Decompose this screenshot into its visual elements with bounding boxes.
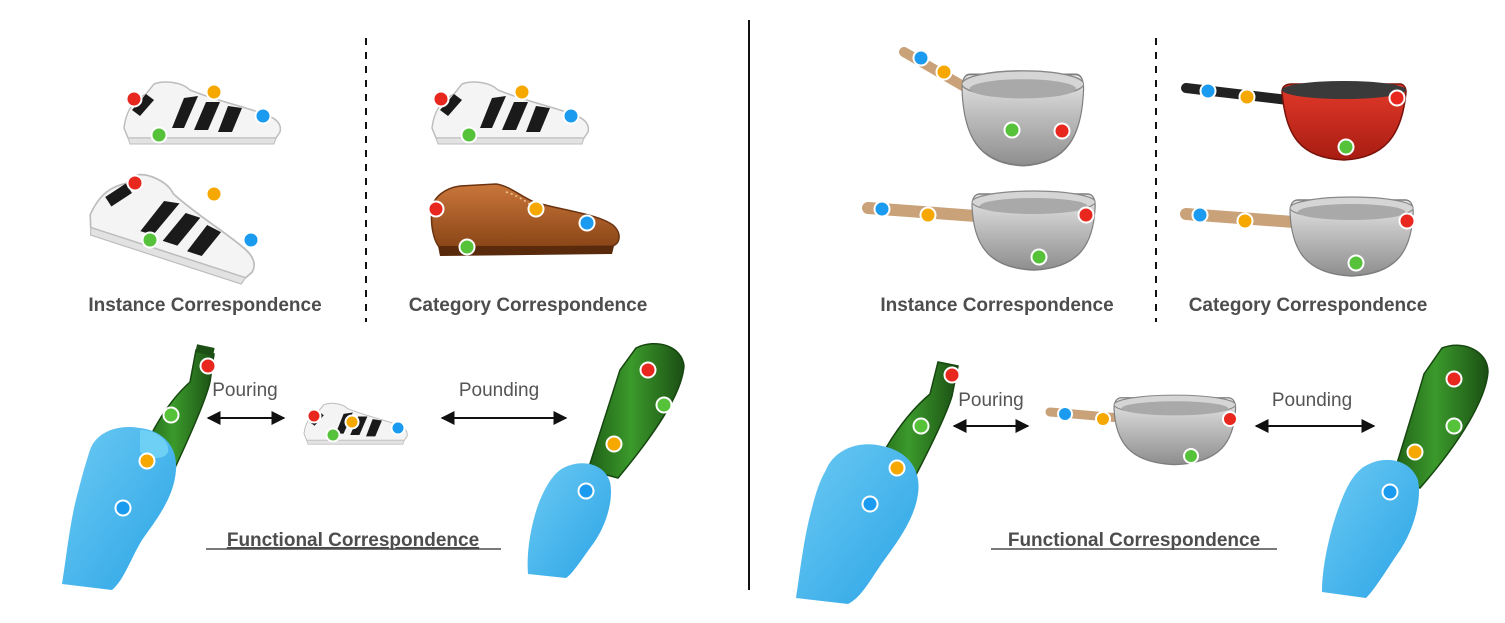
- right-panel: Instance Correspondence Category Corresp…: [796, 38, 1488, 604]
- right-instance-label: Instance Correspondence: [880, 295, 1113, 316]
- left-pounding-label: Pounding: [459, 380, 539, 401]
- red-saucepan-icon: [1186, 81, 1406, 160]
- pounding-hand-icon: [528, 463, 611, 578]
- saucepan-icon: [904, 52, 1084, 166]
- sneaker-angled-icon: [84, 162, 271, 286]
- left-category-label: Category Correspondence: [409, 295, 648, 316]
- right-functional-label: Functional Correspondence: [1008, 530, 1260, 551]
- right-pouring-label: Pouring: [958, 390, 1024, 411]
- right-category-label: Category Correspondence: [1189, 295, 1428, 316]
- left-instance-label: Instance Correspondence: [88, 295, 321, 316]
- left-panel: Instance Correspondence Category Corresp…: [62, 38, 684, 590]
- left-functional-label: Functional Correspondence: [227, 530, 479, 551]
- right-pounding-label: Pounding: [1272, 390, 1352, 411]
- saucepan-category-icon: [1186, 197, 1413, 276]
- saucepan-instance-icon: [868, 191, 1095, 270]
- small-saucepan-icon: [1050, 395, 1236, 465]
- right-pounding-hand-icon: [1322, 460, 1419, 598]
- left-pouring-label: Pouring: [212, 380, 278, 401]
